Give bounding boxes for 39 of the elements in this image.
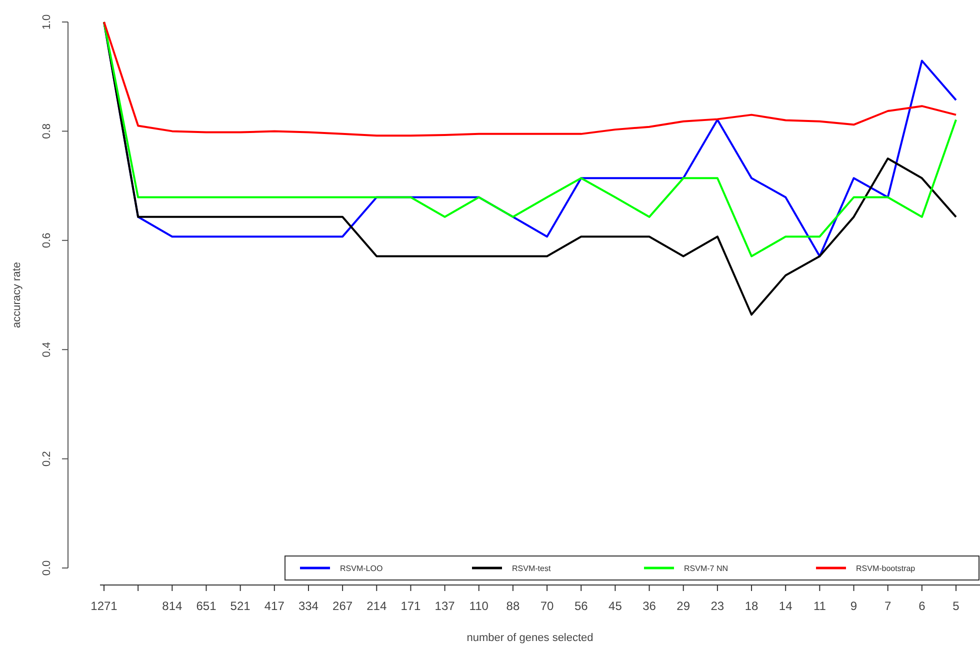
legend-label: RSVM-bootstrap bbox=[856, 564, 916, 573]
x-tick-label: 814 bbox=[162, 599, 182, 613]
x-tick-label: 70 bbox=[540, 599, 554, 613]
line-series bbox=[103, 21, 957, 137]
x-tick-label: 6 bbox=[918, 599, 926, 613]
y-tick-label: 0.0 bbox=[41, 560, 53, 576]
x-tick-label: 18 bbox=[744, 599, 759, 613]
y-tick-label: 0.8 bbox=[41, 124, 53, 139]
x-tick-label: 9 bbox=[850, 599, 858, 613]
x-tick-label: 23 bbox=[710, 599, 724, 613]
legend-label: RSVM-7 NN bbox=[684, 564, 728, 573]
y-tick-label: 0.6 bbox=[41, 232, 53, 248]
x-tick-label: 267 bbox=[332, 599, 353, 613]
x-tick-label: 171 bbox=[400, 599, 422, 613]
x-tick-label: 5 bbox=[952, 599, 960, 613]
legend-label: RSVM-LOO bbox=[340, 564, 383, 573]
x-tick-label: 56 bbox=[574, 599, 588, 613]
x-tick-label: 137 bbox=[434, 599, 456, 613]
x-tick-label: 29 bbox=[676, 599, 690, 613]
x-tick-label: 334 bbox=[298, 599, 319, 613]
x-tick-label: 88 bbox=[506, 599, 520, 613]
x-tick-label: 1271 bbox=[90, 599, 118, 613]
x-tick-label: 11 bbox=[813, 599, 826, 613]
y-tick-label: 1.0 bbox=[41, 14, 53, 30]
y-tick-label: 0.4 bbox=[41, 342, 53, 358]
x-tick-label: 14 bbox=[778, 599, 793, 613]
x-tick-label: 214 bbox=[366, 599, 387, 613]
x-tick-label: 36 bbox=[642, 599, 656, 613]
y-tick-label: 0.2 bbox=[41, 451, 53, 466]
x-tick-label: 521 bbox=[230, 599, 251, 613]
x-tick-label: 45 bbox=[608, 599, 622, 613]
x-axis-title: number of genes selected bbox=[466, 632, 594, 644]
y-axis-title: accuracy rate bbox=[11, 262, 23, 328]
x-tick-label: 7 bbox=[884, 599, 892, 613]
x-tick-label: 417 bbox=[264, 599, 285, 613]
legend-label: RSVM-test bbox=[512, 564, 552, 573]
x-tick-label: 651 bbox=[196, 599, 217, 613]
x-tick-label: 110 bbox=[469, 599, 489, 613]
line-series bbox=[103, 21, 957, 258]
